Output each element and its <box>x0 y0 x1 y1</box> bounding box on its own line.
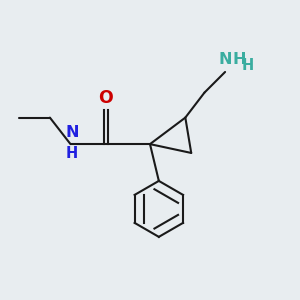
Text: H: H <box>232 52 246 67</box>
Text: N: N <box>218 52 232 67</box>
Text: N: N <box>65 125 79 140</box>
Text: H: H <box>241 58 254 74</box>
Text: O: O <box>98 89 113 107</box>
Text: H: H <box>66 146 78 160</box>
